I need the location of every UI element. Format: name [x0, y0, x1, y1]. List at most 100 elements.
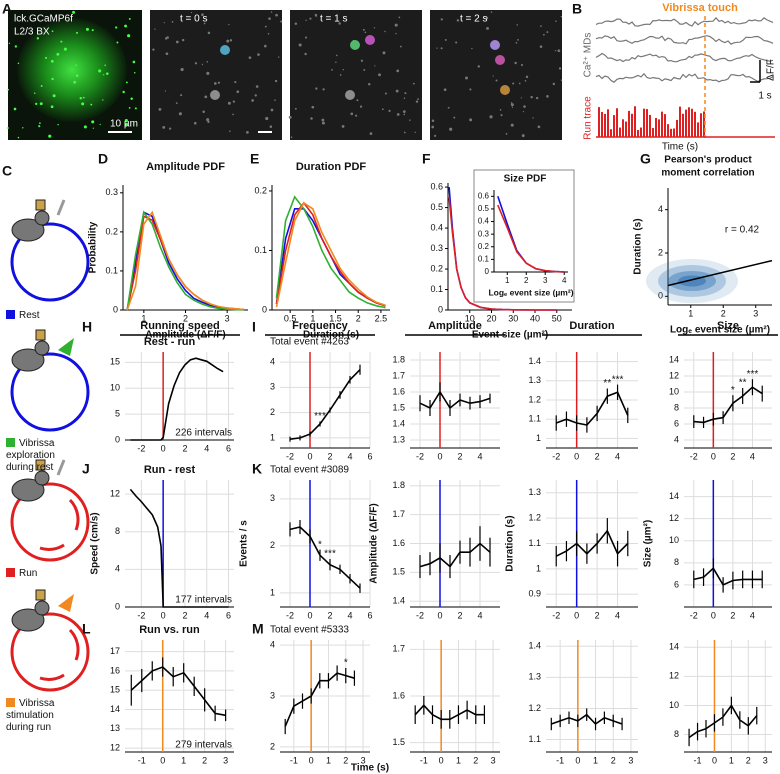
speck	[124, 24, 128, 28]
speck	[90, 103, 93, 106]
significance: ***	[747, 369, 759, 380]
chart-subtitle: Rest - run	[144, 336, 196, 348]
traces	[595, 17, 774, 137]
frame-label: t = 2 s	[460, 14, 488, 25]
chart-note: 177 intervals	[175, 595, 232, 606]
fit-line	[667, 259, 773, 287]
speck	[342, 68, 344, 71]
speck	[510, 102, 513, 104]
speck	[257, 53, 260, 56]
y-tick-label: 15	[110, 357, 120, 367]
speck	[104, 64, 106, 67]
speck	[560, 79, 563, 81]
chart-title: Size PDF	[504, 174, 547, 185]
speck	[400, 45, 402, 48]
y-tick-label: 14	[669, 491, 679, 501]
speck	[355, 114, 358, 117]
run-bar	[688, 107, 690, 137]
y-tick-label: 2	[658, 247, 663, 257]
significance: *	[318, 539, 322, 550]
annotation: r = 0.42	[725, 225, 760, 236]
x-tick-label: 20	[487, 313, 497, 323]
run-bar	[652, 128, 654, 137]
significance: *	[344, 658, 348, 669]
speck	[431, 119, 435, 122]
y-tick-label: 1	[270, 587, 275, 597]
chart-subtitle: Total event #4263	[270, 337, 349, 348]
speck	[270, 108, 274, 112]
speck	[543, 33, 545, 36]
series-line	[275, 201, 386, 307]
y-tick-label: 8	[674, 557, 679, 567]
speck	[102, 99, 104, 101]
speck	[217, 81, 220, 84]
series-line	[693, 567, 763, 586]
speck	[228, 23, 230, 26]
speck	[22, 127, 24, 129]
speck	[269, 125, 273, 128]
run-bar	[703, 111, 705, 137]
y-tick-label: 1.3	[528, 672, 541, 682]
speck	[486, 26, 489, 30]
speck	[510, 123, 514, 127]
speck	[290, 136, 293, 138]
speck	[91, 120, 95, 124]
speck	[554, 50, 557, 52]
panel-label: J	[82, 461, 90, 477]
speck	[417, 98, 419, 100]
speck	[469, 88, 472, 91]
speck	[382, 51, 386, 55]
speck	[81, 102, 85, 106]
speck	[164, 90, 167, 92]
speck	[378, 73, 381, 77]
condition-text: Vibrissa exploration during rest	[6, 438, 55, 473]
speck	[180, 67, 184, 72]
pole	[56, 199, 66, 216]
image-noise	[7, 10, 563, 139]
speck	[201, 63, 204, 66]
speck	[278, 56, 280, 58]
y-tick-label: 16	[110, 665, 120, 675]
trace	[595, 52, 774, 63]
speck	[398, 16, 401, 19]
speck	[132, 60, 136, 64]
speck	[106, 72, 109, 75]
mice	[11, 199, 50, 632]
speck	[248, 56, 252, 60]
speck	[321, 121, 325, 125]
chart: 0 4 8 12 -2 0 2 4 6 Run - rest 177 intervals Speed …	[90, 464, 234, 620]
x-tick-label: 1	[456, 755, 461, 765]
chart: 0 2 4 1 2 3 r = 0.42 Pearson's product moment co…	[633, 155, 773, 336]
y-tick-label: 1	[536, 433, 541, 443]
series-line	[130, 357, 224, 441]
y-tick-label: 2	[270, 407, 275, 417]
panel-label: F	[422, 151, 431, 167]
significance: ***	[314, 411, 326, 422]
y-tick-label: 0	[113, 304, 118, 314]
speck	[124, 118, 128, 123]
run-bar	[637, 129, 639, 137]
x-tick-label: 0.5	[284, 313, 297, 323]
y-tick-label: 1.2	[528, 512, 541, 522]
speck	[304, 52, 307, 56]
x-tick-label: 30	[508, 313, 518, 323]
speck	[490, 11, 493, 13]
y-tick-label: 0	[115, 434, 120, 444]
x-tick-label: 0	[307, 610, 312, 620]
speck	[315, 87, 318, 90]
speck	[98, 69, 102, 73]
speck	[204, 95, 208, 99]
speck	[125, 81, 128, 84]
y-tick-label: 0.9	[528, 589, 541, 599]
x-tick-label: 0	[161, 610, 166, 620]
run-bar	[667, 124, 669, 137]
speck	[38, 125, 41, 128]
series-line	[419, 390, 491, 410]
speck	[314, 13, 317, 17]
speck	[517, 39, 519, 41]
column-title: Running speed	[140, 320, 219, 332]
x-tick-label: -2	[416, 451, 424, 461]
speck	[404, 92, 407, 95]
y-tick-label: 1	[270, 432, 275, 442]
